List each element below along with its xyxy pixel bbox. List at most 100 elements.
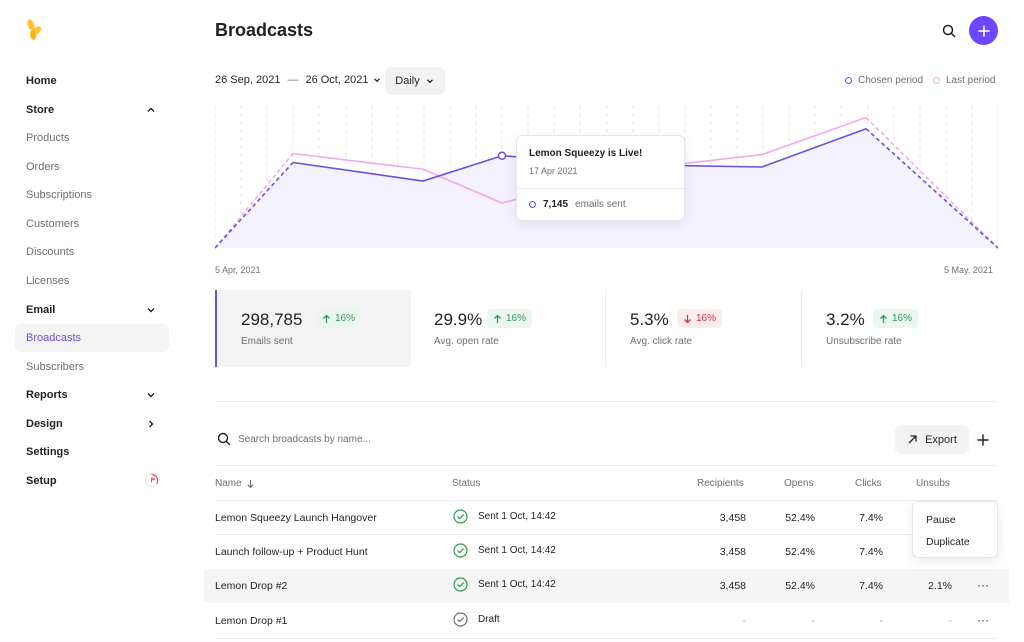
legend-dot-last [933, 77, 940, 84]
stat-divider [605, 290, 606, 367]
chevron-right-icon [149, 420, 154, 428]
check-circle-icon [453, 543, 468, 558]
column-header-unsubs[interactable]: Unsubs [916, 478, 950, 489]
stat-value: 3.2% [826, 310, 865, 329]
sidebar-item-label: Products [26, 132, 70, 144]
sidebar-item-label: Customers [26, 218, 80, 230]
stat-card-open-rate[interactable]: 29.9% 16% Avg. open rate [410, 290, 606, 367]
new-broadcast-button[interactable] [969, 16, 998, 45]
table-row[interactable]: Lemon Squeezy Launch Hangover Sent 1 Oct… [204, 501, 1009, 535]
sidebar-item-label: Setup [26, 475, 57, 487]
sidebar-item-broadcasts[interactable]: Broadcasts [15, 324, 169, 352]
sidebar-item-discounts[interactable]: Discounts [15, 238, 169, 266]
column-header-recipients[interactable]: Recipients [697, 478, 744, 489]
sidebar-item-subscriptions[interactable]: Subscriptions [15, 181, 169, 209]
lemon-squeezy-logo[interactable] [24, 18, 44, 42]
stat-card-emails-sent[interactable]: 298,785 16% Emails sent [215, 290, 411, 367]
menu-item-duplicate[interactable]: Duplicate [926, 536, 970, 548]
stat-label: Unsubscribe rate [826, 336, 902, 347]
sidebar-item-home[interactable]: Home [15, 67, 169, 95]
sidebar-item-licenses[interactable]: Licenses [15, 267, 169, 295]
status-text: Sent 1 Oct, 14:42 [478, 545, 556, 556]
change-badge: 16% [316, 309, 362, 328]
chevron-up-icon [147, 107, 155, 112]
clicks-value: - [879, 615, 884, 627]
chevron-down-icon [147, 393, 155, 398]
row-divider [215, 534, 998, 535]
tooltip-title: Lemon Squeezy is Live! [529, 148, 643, 159]
sidebar-item-setup[interactable]: Setup [15, 467, 169, 495]
sidebar-item-subscribers[interactable]: Subscribers [15, 353, 169, 381]
row-divider [215, 638, 998, 639]
stat-card-unsubscribe-rate[interactable]: 3.2% 16% Unsubscribe rate [802, 290, 998, 367]
arrow-up-right-icon [908, 435, 917, 444]
x-axis-start-label: 5 Apr, 2021 [215, 265, 261, 275]
sidebar-item-label: Licenses [26, 275, 70, 287]
sidebar-item-design[interactable]: Design [15, 410, 169, 438]
broadcast-name: Lemon Drop #1 [215, 615, 288, 627]
unsubs-value: - [948, 615, 953, 627]
tooltip-divider [517, 188, 684, 189]
sidebar-item-label: Settings [26, 446, 70, 458]
status-cell: Sent 1 Oct, 14:42 [453, 543, 556, 558]
stat-label: Avg. click rate [630, 336, 693, 347]
search-icon [217, 432, 231, 446]
stat-value: 29.9% [434, 310, 483, 329]
sidebar-item-reports[interactable]: Reports [15, 381, 169, 409]
sidebar-item-label: Subscriptions [26, 189, 93, 201]
table-row[interactable]: Launch follow-up + Product Hunt Sent 1 O… [204, 535, 1009, 569]
status-cell: Sent 1 Oct, 14:42 [453, 509, 556, 524]
column-header-name[interactable]: Name [215, 478, 255, 489]
stat-label: Avg. open rate [434, 336, 499, 347]
check-circle-icon [453, 577, 468, 592]
opens-value: 52.4% [785, 580, 815, 592]
status-cell: Draft [453, 612, 500, 627]
sidebar-item-store[interactable]: Store [15, 96, 169, 124]
clicks-value: 7.4% [859, 546, 883, 558]
hover-point[interactable] [497, 151, 507, 160]
chevron-down-icon [426, 79, 433, 84]
more-options-button[interactable]: ··· [977, 578, 989, 592]
more-options-button[interactable]: ··· [977, 613, 989, 627]
export-button[interactable]: Export [895, 425, 969, 454]
date-separator: — [287, 74, 299, 86]
column-header-opens[interactable]: Opens [784, 478, 814, 489]
sidebar-item-label: Discounts [26, 246, 75, 258]
recipients-value: 3,458 [719, 580, 746, 592]
sidebar-item-customers[interactable]: Customers [15, 210, 169, 238]
recipients-value: - [742, 615, 747, 627]
sidebar-item-products[interactable]: Products [15, 124, 169, 152]
tooltip-dot [529, 201, 536, 208]
search-input[interactable] [238, 430, 638, 448]
search-button[interactable] [938, 20, 960, 42]
menu-item-pause[interactable]: Pause [926, 514, 956, 526]
broadcast-name: Lemon Squeezy Launch Hangover [215, 512, 377, 524]
change-value: 16% [696, 313, 717, 324]
chart-tooltip: Lemon Squeezy is Live! 17 Apr 2021 7,145… [516, 135, 685, 221]
sidebar-item-label: Home [26, 75, 57, 87]
column-header-clicks[interactable]: Clicks [855, 478, 882, 489]
sidebar-item-label: Orders [26, 161, 60, 173]
stat-card-click-rate[interactable]: 5.3% 16% Avg. click rate [606, 290, 802, 367]
add-broadcast-button[interactable] [975, 432, 991, 448]
sidebar-item-email[interactable]: Email [15, 296, 169, 324]
setup-progress-icon [144, 473, 159, 488]
interval-dropdown[interactable]: Daily [385, 67, 445, 95]
status-text: Sent 1 Oct, 14:42 [478, 511, 556, 522]
interval-label: Daily [395, 75, 420, 87]
check-circle-icon [453, 509, 468, 524]
recipients-value: 3,458 [719, 546, 746, 558]
chosen-period-line-dashed [865, 128, 998, 249]
broadcast-name: Lemon Drop #2 [215, 580, 288, 592]
sidebar-item-settings[interactable]: Settings [15, 438, 169, 466]
table-row[interactable]: Lemon Drop #2 Sent 1 Oct, 14:42 3,458 52… [204, 569, 1009, 603]
table-row[interactable]: Lemon Drop #1 Draft - - - - ··· [204, 604, 1009, 638]
end-date: 26 Oct, 2021 [305, 74, 369, 86]
arrow-up-icon [880, 314, 887, 323]
change-value: 16% [892, 313, 913, 324]
arrow-up-icon [323, 314, 330, 323]
date-range-picker[interactable]: 26 Sep, 2021 — 26 Oct, 2021 [215, 74, 382, 86]
sidebar-item-orders[interactable]: Orders [15, 153, 169, 181]
column-header-status[interactable]: Status [452, 478, 481, 489]
clicks-value: 7.4% [859, 580, 883, 592]
